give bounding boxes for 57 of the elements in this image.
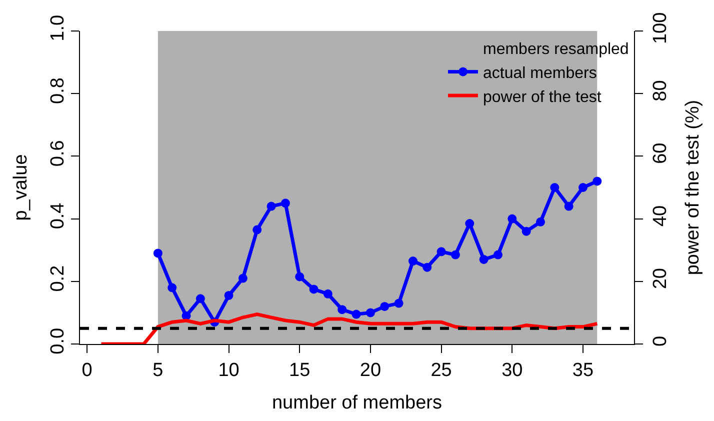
y-tick-label: 1.0 — [47, 14, 68, 42]
y-tick-label: 0.4 — [47, 202, 68, 230]
point — [295, 272, 304, 282]
point — [564, 202, 574, 211]
point — [408, 256, 418, 266]
y-tick-label: 0.0 — [47, 328, 68, 354]
y-tick-label: 0.2 — [47, 265, 68, 292]
y2-axis-title: power of the test (%) — [682, 100, 704, 276]
point — [352, 310, 361, 319]
point — [238, 274, 248, 283]
point — [366, 308, 375, 318]
point — [280, 198, 290, 208]
x-tick-label: 15 — [289, 360, 310, 381]
y-tick-label: 0.8 — [47, 78, 68, 104]
point — [309, 284, 318, 294]
point — [479, 254, 488, 264]
x-axis-title: number of members — [272, 392, 442, 414]
legend-label: power of the test — [483, 88, 602, 106]
point — [323, 289, 332, 298]
x-tick-label: 10 — [218, 360, 240, 381]
y2-tick-label: 0 — [650, 336, 671, 346]
point — [493, 250, 502, 260]
y2-tick-label: 100 — [650, 12, 671, 44]
point — [338, 305, 347, 314]
x-tick-label: 20 — [360, 360, 382, 381]
x-tick-label: 30 — [502, 360, 523, 381]
y2-tick-label: 60 — [650, 142, 671, 164]
point — [266, 202, 276, 211]
y2-tick-label: 80 — [650, 80, 671, 102]
x-tick-label: 35 — [572, 360, 594, 381]
line-series — [100, 312, 599, 344]
y-axis-title: p_value — [10, 154, 32, 221]
legend-label: actual members — [483, 64, 597, 82]
y2-tick-label: 20 — [650, 268, 671, 290]
point — [153, 248, 162, 258]
point — [578, 183, 588, 192]
point — [508, 214, 517, 224]
point — [422, 262, 432, 272]
point — [252, 225, 262, 234]
point — [450, 250, 460, 260]
point — [465, 219, 474, 228]
x-tick-label: 0 — [82, 360, 92, 381]
point — [168, 283, 177, 292]
y2-tick-label: 40 — [650, 205, 671, 227]
series-label: members resampled — [483, 41, 629, 58]
x-tick-label: 25 — [430, 360, 452, 381]
point — [536, 217, 545, 226]
x-tick-label: 5 — [152, 360, 164, 381]
point — [394, 298, 404, 308]
y-tick-label: 0.6 — [47, 140, 68, 167]
point — [224, 290, 234, 300]
point — [592, 176, 602, 186]
point — [196, 294, 205, 304]
point — [436, 247, 446, 256]
point — [380, 302, 390, 311]
point — [550, 183, 560, 192]
point — [522, 226, 531, 236]
